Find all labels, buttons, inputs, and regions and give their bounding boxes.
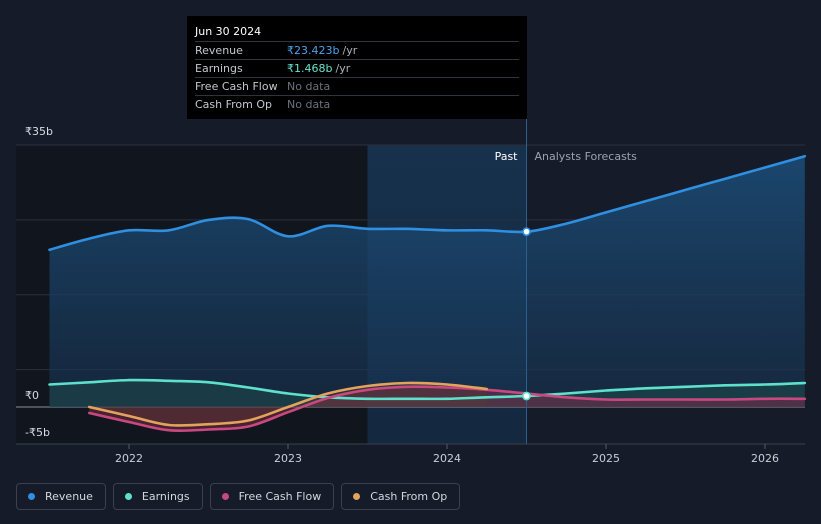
- legend-item-earnings[interactable]: Earnings: [112, 483, 203, 510]
- legend-item-free-cash-flow[interactable]: Free Cash Flow: [209, 483, 335, 510]
- tooltip-value: ₹1.468b: [287, 62, 333, 75]
- x-tick-label: 2026: [751, 452, 779, 465]
- tooltip-unit: /yr: [335, 62, 351, 75]
- tooltip-label: Free Cash Flow: [195, 80, 278, 93]
- legend-label: Earnings: [141, 490, 190, 503]
- tooltip-label: Earnings: [195, 62, 243, 75]
- tooltip: Jun 30 2024 Revenue ₹23.423b /yr Earning…: [187, 16, 527, 119]
- legend-dot-icon: [353, 493, 361, 500]
- tooltip-row-cash-from-op: Cash From Op No data: [195, 95, 519, 113]
- tooltip-value: No data: [287, 98, 331, 111]
- tooltip-row-free-cash-flow: Free Cash Flow No data: [195, 77, 519, 95]
- x-tick-label: 2023: [274, 452, 302, 465]
- y-axis-ticks: ₹35b ₹0 -₹5b: [25, 125, 53, 439]
- past-label: Past: [495, 150, 519, 163]
- y-tick-label: ₹35b: [25, 125, 53, 138]
- earnings-line: [48, 378, 807, 401]
- legend-dot-icon: [28, 493, 35, 500]
- today-markers: [522, 227, 531, 401]
- legend-label: Cash From Op: [370, 490, 448, 503]
- tooltip-row-revenue: Revenue ₹23.423b /yr: [195, 41, 519, 59]
- x-axis-ticks: 2022 2023 2024 2025 2026: [115, 444, 779, 465]
- tooltip-value: ₹23.423b: [287, 44, 340, 57]
- tooltip-label: Revenue: [195, 44, 243, 57]
- earnings-today-point: [522, 391, 531, 401]
- legend-label: Free Cash Flow: [238, 490, 322, 503]
- legend-dot-icon: [124, 493, 132, 500]
- x-tick-label: 2022: [115, 452, 143, 465]
- free-cash-flow-line: [88, 385, 807, 433]
- tooltip-unit: /yr: [342, 44, 358, 57]
- chart: ₹35b ₹0 -₹5b 2022 2023 2024 2025 2026 Past Ana…: [16, 118, 807, 465]
- forecast-label: Analysts Forecasts: [535, 150, 638, 163]
- tooltip-value: No data: [287, 80, 331, 93]
- series-lines: [48, 154, 807, 433]
- x-tick-label: 2024: [433, 452, 461, 465]
- x-tick-label: 2025: [592, 452, 620, 465]
- tooltip-date: Jun 30 2024: [195, 25, 262, 38]
- y-tick-label: -₹5b: [25, 426, 50, 439]
- legend-item-cash-from-op[interactable]: Cash From Op: [341, 483, 461, 510]
- tooltip-row-earnings: Earnings ₹1.468b /yr: [195, 59, 519, 77]
- legend-dot-icon: [221, 493, 229, 500]
- revenue-line: [48, 154, 807, 252]
- cash-from-op-area: [89, 382, 487, 426]
- y-tick-label: ₹0: [25, 389, 39, 402]
- legend-item-revenue[interactable]: Revenue: [16, 483, 106, 510]
- legend: Revenue Earnings Free Cash Flow Cash Fro…: [16, 483, 461, 510]
- tooltip-label: Cash From Op: [195, 98, 273, 111]
- legend-label: Revenue: [45, 490, 93, 503]
- cash-from-op-line: [88, 381, 489, 427]
- revenue-today-point: [522, 227, 531, 237]
